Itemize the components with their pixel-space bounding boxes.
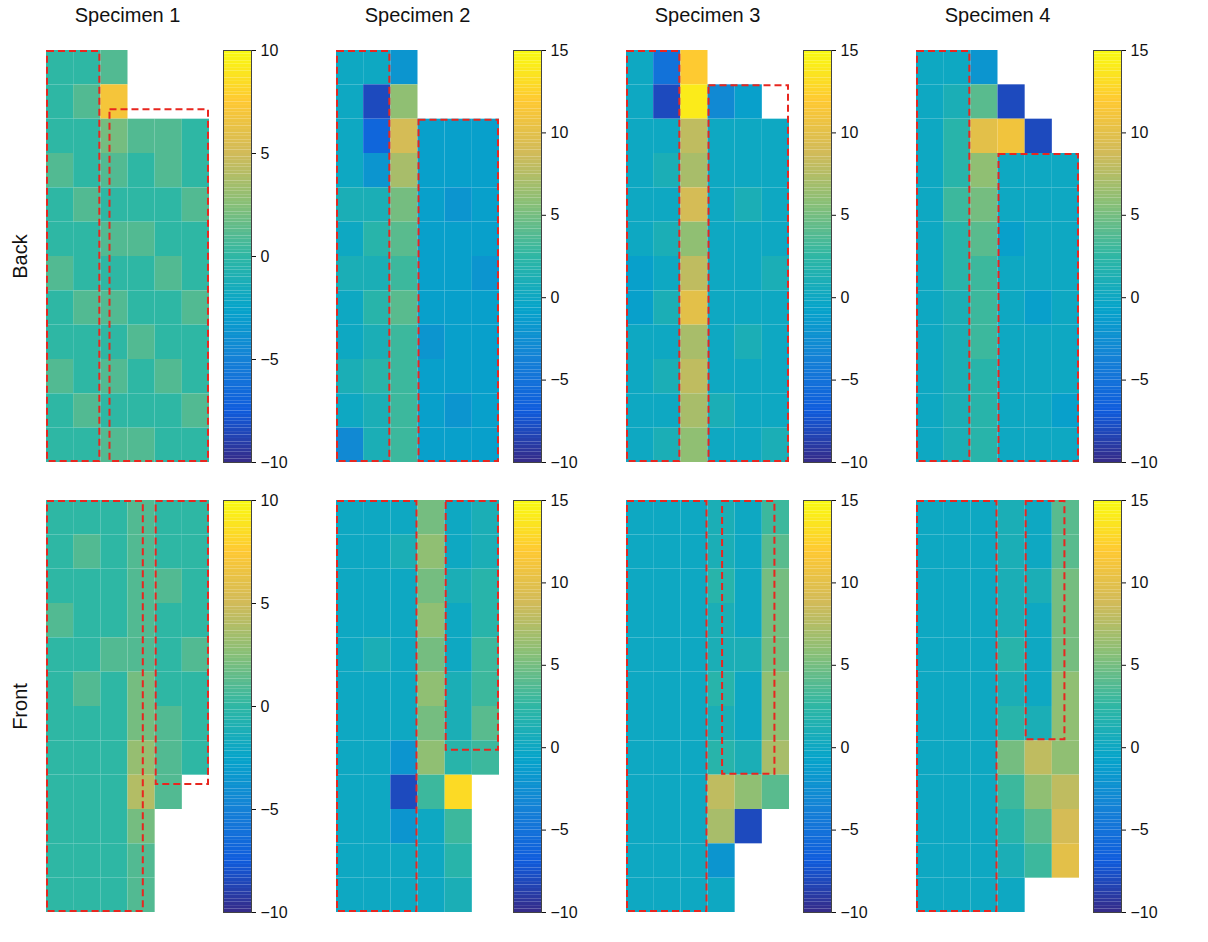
svg-text:15: 15 xyxy=(841,42,859,59)
svg-text:−10: −10 xyxy=(1131,904,1158,921)
svg-text:5: 5 xyxy=(551,656,560,673)
svg-text:−5: −5 xyxy=(551,371,569,388)
svg-text:0: 0 xyxy=(841,289,850,306)
html-text:Back: Back xyxy=(8,233,31,279)
svg-text:0: 0 xyxy=(261,248,270,265)
svg-text:5: 5 xyxy=(261,595,270,612)
svg-text:0: 0 xyxy=(551,739,560,756)
svg-text:10: 10 xyxy=(551,574,569,591)
svg-text:−10: −10 xyxy=(841,454,868,471)
svg-text:5: 5 xyxy=(841,206,850,223)
html-text:Specimen 3: Specimen 3 xyxy=(654,4,761,26)
svg-text:−10: −10 xyxy=(841,904,868,921)
svg-text:10: 10 xyxy=(841,574,859,591)
svg-text:−5: −5 xyxy=(1131,821,1149,838)
svg-text:5: 5 xyxy=(261,145,270,162)
svg-text:5: 5 xyxy=(841,656,850,673)
svg-text:0: 0 xyxy=(261,698,270,715)
svg-text:10: 10 xyxy=(261,42,279,59)
svg-text:−5: −5 xyxy=(551,821,569,838)
svg-text:−10: −10 xyxy=(551,454,578,471)
svg-text:0: 0 xyxy=(1131,289,1140,306)
svg-text:−5: −5 xyxy=(261,801,279,818)
svg-text:15: 15 xyxy=(551,42,569,59)
svg-text:10: 10 xyxy=(1131,124,1149,141)
svg-text:15: 15 xyxy=(551,492,569,509)
svg-text:15: 15 xyxy=(1131,492,1149,509)
svg-text:10: 10 xyxy=(841,124,859,141)
svg-text:5: 5 xyxy=(551,206,560,223)
svg-text:10: 10 xyxy=(261,492,279,509)
svg-text:0: 0 xyxy=(841,739,850,756)
svg-text:−5: −5 xyxy=(841,821,859,838)
svg-text:−5: −5 xyxy=(1131,371,1149,388)
svg-text:−10: −10 xyxy=(261,904,288,921)
svg-text:−10: −10 xyxy=(551,904,578,921)
svg-text:−5: −5 xyxy=(841,371,859,388)
svg-text:15: 15 xyxy=(841,492,859,509)
svg-text:0: 0 xyxy=(1131,739,1140,756)
svg-text:−10: −10 xyxy=(261,454,288,471)
svg-text:10: 10 xyxy=(551,124,569,141)
svg-text:0: 0 xyxy=(551,289,560,306)
html-text:Specimen 4: Specimen 4 xyxy=(944,4,1051,26)
svg-text:5: 5 xyxy=(1131,206,1140,223)
svg-text:−10: −10 xyxy=(1131,454,1158,471)
svg-text:5: 5 xyxy=(1131,656,1140,673)
html-text:Specimen 1: Specimen 1 xyxy=(74,4,181,26)
svg-text:10: 10 xyxy=(1131,574,1149,591)
svg-text:−5: −5 xyxy=(261,351,279,368)
html-text:Front: Front xyxy=(8,682,31,730)
svg-text:15: 15 xyxy=(1131,42,1149,59)
html-text:Specimen 2: Specimen 2 xyxy=(364,4,471,26)
